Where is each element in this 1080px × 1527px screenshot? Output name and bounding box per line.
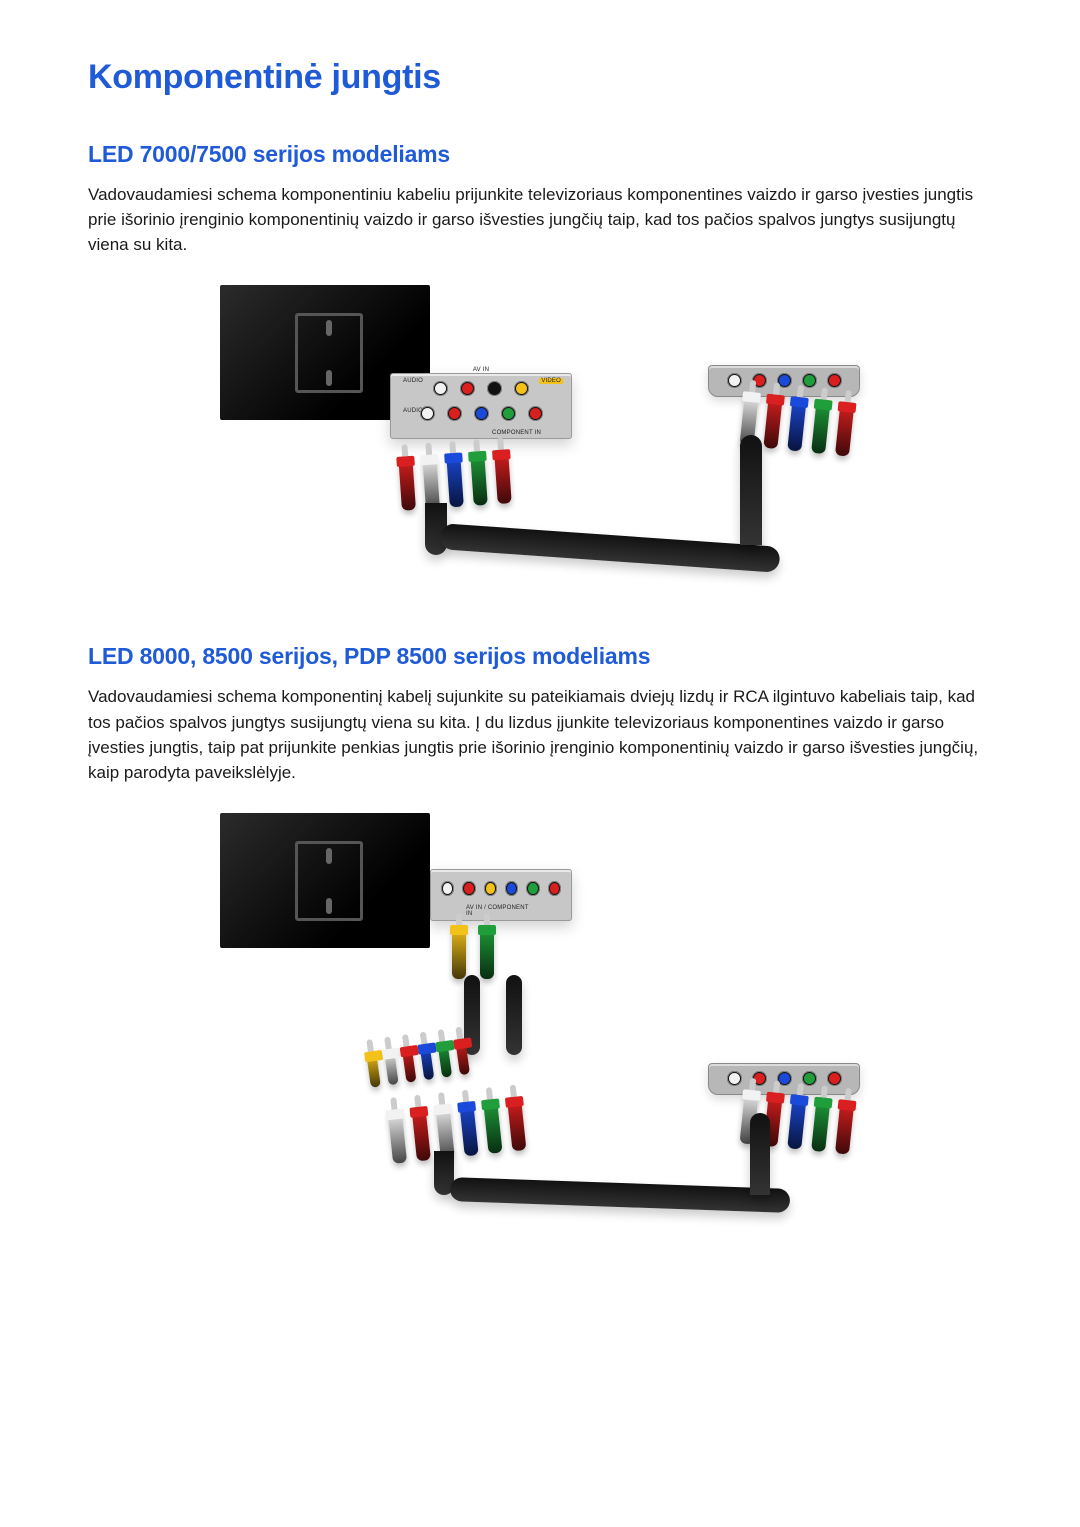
rca-plug-red [398,456,416,511]
cable-segment [506,975,522,1055]
device-component-block [708,1063,860,1095]
rca-plug-green [483,1099,503,1154]
port-white [441,881,454,896]
cable-segment [440,524,781,574]
section2-heading: LED 8000, 8500 serijos, PDP 8500 serijos… [88,643,992,670]
rca-plug-yellow [366,1051,381,1088]
rca-plug-green [811,1097,831,1152]
port-red [528,406,543,421]
component-adapter: AV IN / COMPONENT IN [430,869,572,921]
rca-plug-blue [787,397,807,452]
rca-plug-red [763,394,783,449]
tv-back-panel [220,813,430,948]
port-red [447,406,462,421]
port-red [462,881,475,896]
section1-heading: LED 7000/7500 serijos modeliams [88,141,992,168]
section1-diagram: AUDIO AV IN VIDEO AUDIO COMPONENT IN [88,285,992,595]
adapter-component-label: COMPONENT IN [492,430,541,436]
port-green [501,406,516,421]
rca-plug-red [455,1038,470,1075]
port-yellow [484,881,497,896]
rca-plug-red [835,402,855,457]
port-green [802,373,817,388]
port-green [802,1071,817,1086]
port-red [548,881,561,896]
port-green [526,881,539,896]
rca-plug-green [437,1041,452,1078]
section2-diagram: AV IN / COMPONENT IN [88,813,992,1233]
rca-plug-blue [787,1095,807,1150]
rca-plug-green [811,399,831,454]
port-white [433,381,448,396]
rca-plug-white [384,1048,399,1085]
rca-plug-green [470,451,488,506]
port-white [420,406,435,421]
port-white [727,1071,742,1086]
rca-plug-green [480,925,494,979]
rca-plug-yellow [452,925,466,979]
port-black [487,381,502,396]
adapter-video-pill: VIDEO [539,378,563,384]
port-yellow [514,381,529,396]
section1-paragraph: Vadovaudamiesi schema komponentiniu kabe… [88,182,992,257]
port-red [460,381,475,396]
device-component-block [708,365,860,397]
port-blue [474,406,489,421]
rca-plug-red [835,1100,855,1155]
section2-paragraph: Vadovaudamiesi schema komponentinį kabel… [88,684,992,785]
adapter-audio-label: AUDIO [403,378,423,384]
adapter-label: AV IN / COMPONENT IN [466,905,536,917]
page-title: Komponentinė jungtis [88,58,992,97]
adapter-input-plugs [452,925,494,979]
adapter-avin-label: AV IN [473,367,489,373]
port-red [827,373,842,388]
extension-plugs [388,1096,527,1164]
rca-plug-white [422,455,440,510]
cable-segment [740,435,762,545]
rca-plug-blue [459,1101,479,1156]
fanout-plugs [366,1038,470,1088]
rca-plug-red [494,450,512,505]
rca-plug-white [388,1109,408,1164]
cable-segment [750,1113,770,1195]
rca-plug-red [507,1096,527,1151]
port-white [727,373,742,388]
rca-plug-blue [446,453,464,508]
port-red [827,1071,842,1086]
component-adapter: AUDIO AV IN VIDEO AUDIO COMPONENT IN [390,373,572,439]
cable-segment [450,1177,791,1213]
port-blue [505,881,518,896]
rca-plug-red [402,1046,417,1083]
tv-side-plugs [398,450,511,512]
rca-plug-red [411,1106,431,1161]
rca-plug-blue [419,1043,434,1080]
